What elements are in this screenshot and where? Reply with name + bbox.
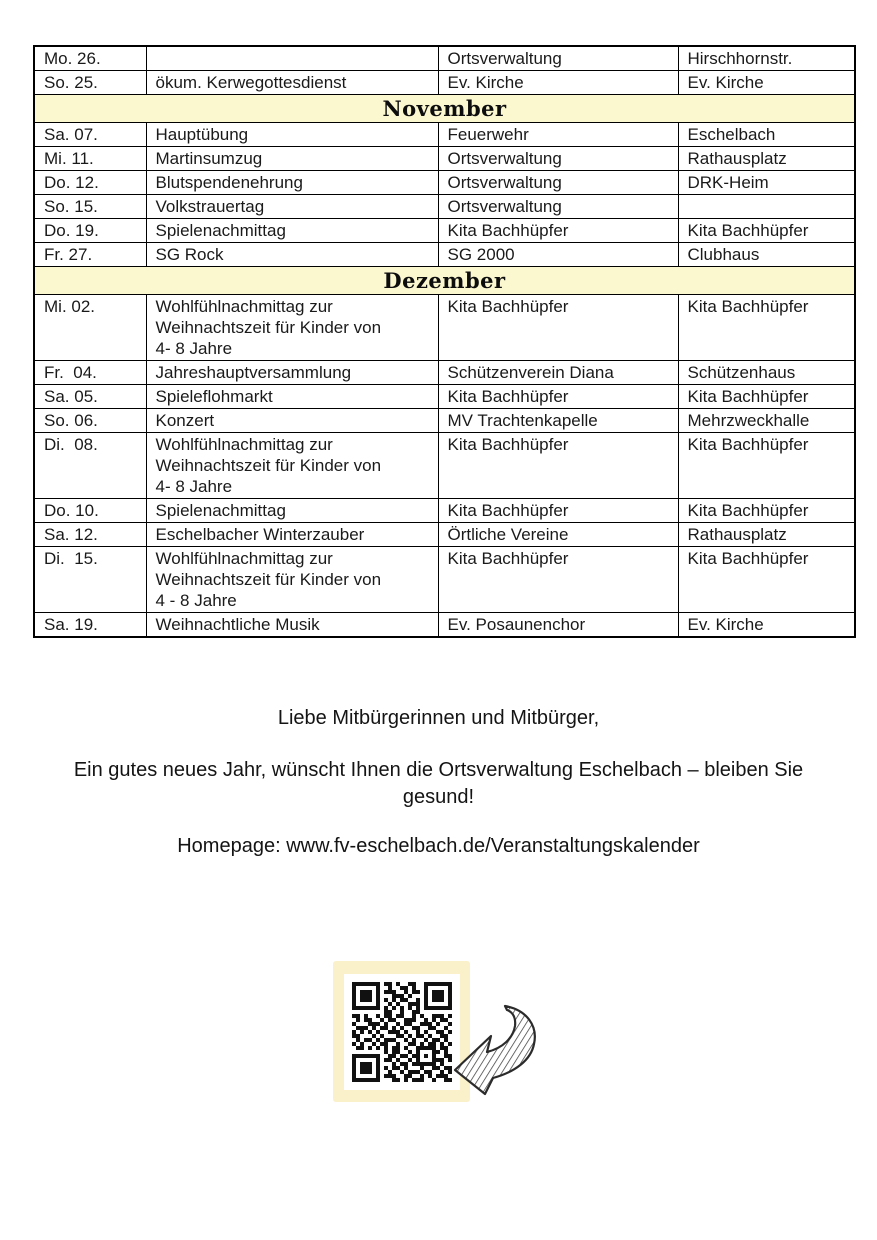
location-cell: Ev. Kirche — [677, 612, 856, 638]
date-cell: Sa. 07. — [33, 122, 147, 147]
homepage-line: Homepage: www.fv-eschelbach.de/Veranstal… — [177, 835, 700, 857]
month-header: Dezember — [33, 266, 856, 295]
organizer-cell: Schützenverein Diana — [437, 360, 679, 385]
location-cell: Kita Bachhüpfer — [677, 498, 856, 523]
event-cell: SG Rock — [145, 242, 439, 267]
date-cell: So. 15. — [33, 194, 147, 219]
date-cell: Di. 15. — [33, 546, 147, 613]
organizer-cell: MV Trachtenkapelle — [437, 408, 679, 433]
table-row: Mi. 11. Martinsumzug Ortsverwaltung Rathaus… — [33, 146, 856, 171]
organizer-cell: Ortsverwaltung — [437, 194, 679, 219]
qr-code — [343, 973, 460, 1090]
organizer-cell: Ev. Kirche — [437, 70, 679, 95]
table-row: So. 15. Volkstrauertag Ortsverwaltung — [33, 194, 856, 219]
event-cell: Spielenachmittag — [145, 498, 439, 523]
location-cell: Rathausplatz — [677, 146, 856, 171]
date-cell: Mo. 26. — [33, 45, 147, 71]
location-cell: DRK-Heim — [677, 170, 856, 195]
event-cell: Weihnachtliche Musik — [145, 612, 439, 638]
organizer-cell: Ortsverwaltung — [437, 170, 679, 195]
organizer-cell: Kita Bachhüpfer — [437, 546, 679, 613]
events-table-body: Mo. 26. Ortsverwaltung Hirschhornstr. So. 2… — [33, 45, 856, 638]
location-cell: Kita Bachhüpfer — [677, 432, 856, 499]
greeting-line: Liebe Mitbürgerinnen und Mitbürger, — [277, 707, 600, 729]
table-row: Fr. 27. SG Rock SG 2000 Clubhaus — [33, 242, 856, 267]
table-row: Di. 15. Wohlfühlnachmittag zur Weihnachts… — [33, 546, 856, 613]
location-cell: Hirschhornstr. — [677, 45, 856, 71]
location-cell: Kita Bachhüpfer — [677, 294, 856, 361]
location-cell — [677, 194, 856, 219]
date-cell: Do. 12. — [33, 170, 147, 195]
location-cell: Schützenhaus — [677, 360, 856, 385]
event-cell: Blutspendenehrung — [145, 170, 439, 195]
table-row: Mo. 26. Ortsverwaltung Hirschhornstr. — [33, 45, 856, 71]
table-row: Sa. 12. Eschelbacher Winterzauber Örtliche… — [33, 522, 856, 547]
organizer-cell: Kita Bachhüpfer — [437, 384, 679, 409]
organizer-cell: SG 2000 — [437, 242, 679, 267]
date-cell: So. 06. — [33, 408, 147, 433]
event-cell: ökum. Kerwegottesdienst — [145, 70, 439, 95]
event-cell: Wohlfühlnachmittag zur Weihnachtszeit fü… — [145, 432, 439, 499]
location-cell: Kita Bachhüpfer — [677, 546, 856, 613]
organizer-cell: Kita Bachhüpfer — [437, 218, 679, 243]
month-row: November — [33, 94, 856, 123]
date-cell: Di. 08. — [33, 432, 147, 499]
events-table: Mo. 26. Ortsverwaltung Hirschhornstr. So. 2… — [33, 45, 856, 638]
event-cell: Volkstrauertag — [145, 194, 439, 219]
event-cell: Jahreshauptversammlung — [145, 360, 439, 385]
event-cell: Konzert — [145, 408, 439, 433]
event-cell: Eschelbacher Winterzauber — [145, 522, 439, 547]
table-row: Di. 08. Wohlfühlnachmittag zur Weihnachts… — [33, 432, 856, 499]
organizer-cell: Ortsverwaltung — [437, 45, 679, 71]
month-header: November — [33, 94, 856, 123]
location-cell: Ev. Kirche — [677, 70, 856, 95]
date-cell: Do. 19. — [33, 218, 147, 243]
location-cell: Clubhaus — [677, 242, 856, 267]
location-cell: Eschelbach — [677, 122, 856, 147]
location-cell: Kita Bachhüpfer — [677, 218, 856, 243]
table-row: Do. 10. Spielenachmittag Kita Bachhüpfer Ki… — [33, 498, 856, 523]
organizer-cell: Kita Bachhüpfer — [437, 498, 679, 523]
table-row: Sa. 19. Weihnachtliche Musik Ev. Posaunenc… — [33, 612, 856, 638]
table-row: Mi. 02. Wohlfühlnachmittag zur Weihnachts… — [33, 294, 856, 361]
table-row: So. 06. Konzert MV Trachtenkapelle Mehrzwec… — [33, 408, 856, 433]
organizer-cell: Kita Bachhüpfer — [437, 432, 679, 499]
table-row: Sa. 07. Hauptübung Feuerwehr Eschelbach — [33, 122, 856, 147]
date-cell: So. 25. — [33, 70, 147, 95]
table-row: Fr. 04. Jahreshauptversammlung Schützenver… — [33, 360, 856, 385]
date-cell: Sa. 12. — [33, 522, 147, 547]
date-cell: Mi. 11. — [33, 146, 147, 171]
date-cell: Sa. 19. — [33, 612, 147, 638]
hand-drawn-arrow-icon — [453, 1004, 536, 1096]
event-cell: Wohlfühlnachmittag zur Weihnachtszeit fü… — [145, 546, 439, 613]
organizer-cell: Ev. Posaunenchor — [437, 612, 679, 638]
organizer-cell: Ortsverwaltung — [437, 146, 679, 171]
date-cell: Do. 10. — [33, 498, 147, 523]
newyear-wish-line: Ein gutes neues Jahr, wünscht Ihnen die … — [73, 759, 804, 808]
table-row: Do. 19. Spielenachmittag Kita Bachhüpfer Ki… — [33, 218, 856, 243]
event-cell: Martinsumzug — [145, 146, 439, 171]
date-cell: Fr. 04. — [33, 360, 147, 385]
table-row: Do. 12. Blutspendenehrung Ortsverwaltung DR… — [33, 170, 856, 195]
month-row: Dezember — [33, 266, 856, 295]
organizer-cell: Kita Bachhüpfer — [437, 294, 679, 361]
event-cell — [145, 45, 439, 71]
organizer-cell: Feuerwehr — [437, 122, 679, 147]
table-row: Sa. 05. Spieleflohmarkt Kita Bachhüpfer Kit… — [33, 384, 856, 409]
date-cell: Sa. 05. — [33, 384, 147, 409]
event-cell: Spieleflohmarkt — [145, 384, 439, 409]
table-row: So. 25. ökum. Kerwegottesdienst Ev. Kirche… — [33, 70, 856, 95]
location-cell: Kita Bachhüpfer — [677, 384, 856, 409]
date-cell: Fr. 27. — [33, 242, 147, 267]
location-cell: Rathausplatz — [677, 522, 856, 547]
event-cell: Wohlfühlnachmittag zur Weihnachtszeit fü… — [145, 294, 439, 361]
qr-panel — [333, 961, 470, 1102]
date-cell: Mi. 02. — [33, 294, 147, 361]
organizer-cell: Örtliche Vereine — [437, 522, 679, 547]
event-cell: Spielenachmittag — [145, 218, 439, 243]
event-cell: Hauptübung — [145, 122, 439, 147]
location-cell: Mehrzweckhalle — [677, 408, 856, 433]
